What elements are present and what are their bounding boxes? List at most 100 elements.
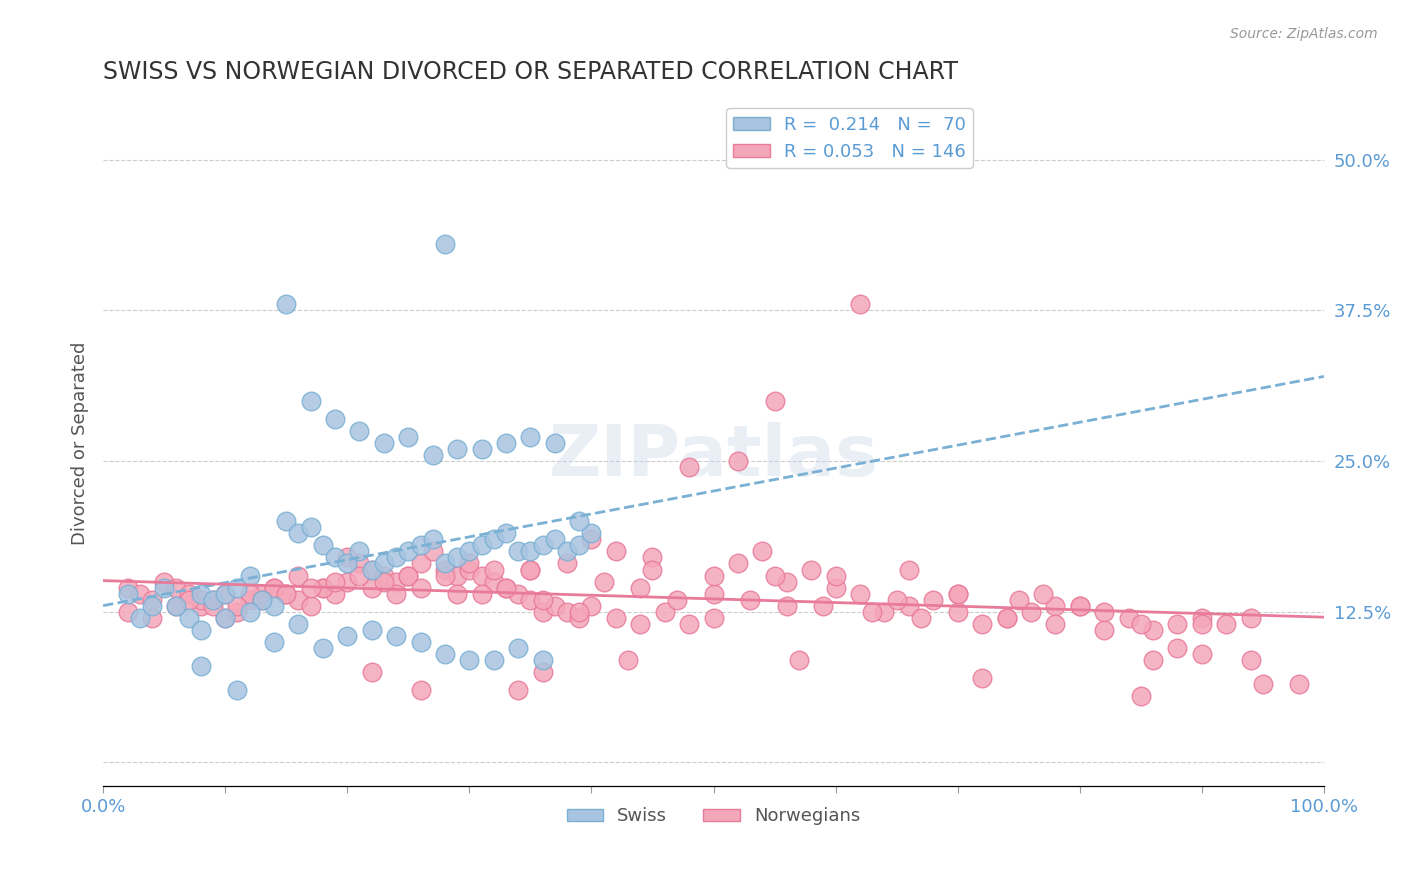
Point xyxy=(201,592,224,607)
Point xyxy=(531,538,554,552)
Point xyxy=(800,562,823,576)
Point xyxy=(299,520,322,534)
Point xyxy=(495,581,517,595)
Point xyxy=(177,592,200,607)
Point xyxy=(1129,616,1152,631)
Point xyxy=(446,586,468,600)
Point xyxy=(531,653,554,667)
Point xyxy=(776,574,799,589)
Point xyxy=(190,586,212,600)
Point xyxy=(849,297,872,311)
Point xyxy=(117,605,139,619)
Point xyxy=(360,581,382,595)
Point xyxy=(396,544,419,558)
Y-axis label: Divorced or Separated: Divorced or Separated xyxy=(72,342,89,545)
Point xyxy=(1191,647,1213,661)
Point xyxy=(1045,616,1067,631)
Point xyxy=(1069,599,1091,613)
Point xyxy=(1191,616,1213,631)
Point xyxy=(628,616,651,631)
Point xyxy=(141,599,163,613)
Point xyxy=(970,616,993,631)
Point xyxy=(922,592,945,607)
Point xyxy=(482,533,505,547)
Point xyxy=(323,550,346,565)
Point xyxy=(117,586,139,600)
Point xyxy=(946,586,969,600)
Point xyxy=(263,635,285,649)
Point xyxy=(1019,605,1042,619)
Point xyxy=(336,557,359,571)
Point xyxy=(276,514,298,528)
Point xyxy=(1032,586,1054,600)
Point xyxy=(385,574,408,589)
Point xyxy=(446,550,468,565)
Point xyxy=(396,430,419,444)
Point xyxy=(813,599,835,613)
Point xyxy=(141,592,163,607)
Point xyxy=(873,605,896,619)
Point xyxy=(239,592,262,607)
Point xyxy=(568,605,591,619)
Point xyxy=(495,581,517,595)
Point xyxy=(519,592,541,607)
Point xyxy=(349,544,371,558)
Point xyxy=(471,568,494,582)
Point xyxy=(1008,592,1031,607)
Point xyxy=(396,568,419,582)
Point xyxy=(1215,616,1237,631)
Point xyxy=(409,635,432,649)
Point xyxy=(1240,611,1263,625)
Point xyxy=(299,581,322,595)
Point xyxy=(276,297,298,311)
Point xyxy=(1092,605,1115,619)
Point xyxy=(508,586,530,600)
Point xyxy=(226,599,249,613)
Point xyxy=(446,568,468,582)
Point xyxy=(824,581,846,595)
Point xyxy=(628,581,651,595)
Point xyxy=(190,599,212,613)
Point xyxy=(409,683,432,698)
Point xyxy=(190,592,212,607)
Point xyxy=(641,562,664,576)
Point xyxy=(702,568,724,582)
Point xyxy=(276,586,298,600)
Point xyxy=(336,550,359,565)
Point xyxy=(276,586,298,600)
Point xyxy=(1142,623,1164,637)
Point xyxy=(544,436,567,450)
Point xyxy=(568,538,591,552)
Point xyxy=(349,424,371,438)
Point xyxy=(544,599,567,613)
Point xyxy=(1251,677,1274,691)
Point xyxy=(287,592,309,607)
Point xyxy=(396,568,419,582)
Point xyxy=(422,544,444,558)
Point xyxy=(1142,653,1164,667)
Point xyxy=(360,562,382,576)
Point xyxy=(897,599,920,613)
Point xyxy=(433,557,456,571)
Point xyxy=(1240,653,1263,667)
Point xyxy=(471,442,494,456)
Point xyxy=(263,599,285,613)
Point xyxy=(349,568,371,582)
Point xyxy=(214,611,236,625)
Point xyxy=(226,683,249,698)
Point xyxy=(702,586,724,600)
Point xyxy=(458,557,481,571)
Point xyxy=(605,544,627,558)
Point xyxy=(555,605,578,619)
Point xyxy=(446,442,468,456)
Point xyxy=(373,574,395,589)
Point xyxy=(263,581,285,595)
Point xyxy=(1129,689,1152,703)
Point xyxy=(678,616,700,631)
Legend: Swiss, Norwegians: Swiss, Norwegians xyxy=(560,800,868,832)
Text: Source: ZipAtlas.com: Source: ZipAtlas.com xyxy=(1230,27,1378,41)
Point xyxy=(946,605,969,619)
Point xyxy=(776,599,799,613)
Point xyxy=(1092,623,1115,637)
Point xyxy=(495,526,517,541)
